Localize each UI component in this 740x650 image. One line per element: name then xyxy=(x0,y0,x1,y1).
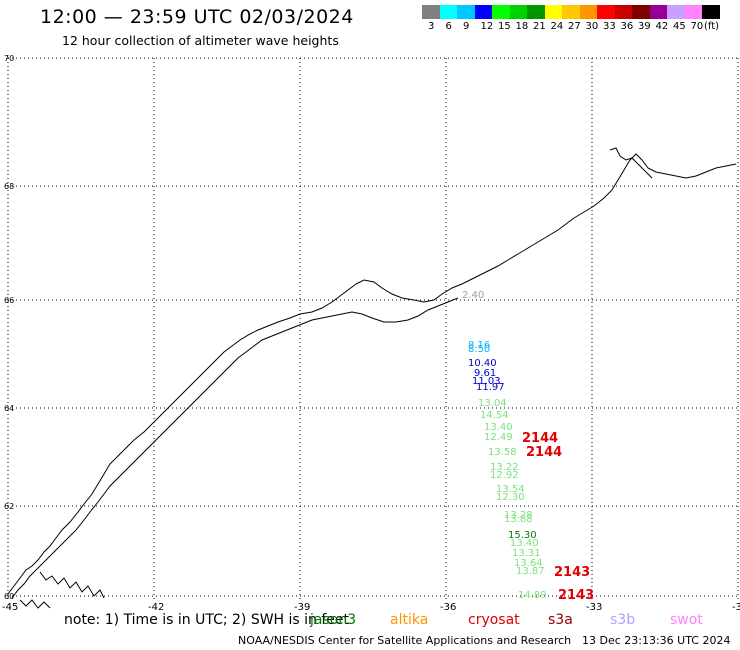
pass-time-label: 2144 xyxy=(526,445,562,460)
latitude-label: 62 xyxy=(4,502,14,511)
wave-height-label: 14.89 xyxy=(518,590,547,601)
axis-labels: 70 68 66 64 62 60-45 -42 -39 -36 -33 -30 xyxy=(2,54,740,613)
wave-height-label: 13.22 xyxy=(490,462,519,473)
scale-swatch xyxy=(474,5,492,19)
wave-height-label: 2.40 xyxy=(462,290,484,301)
satellite-legend-jason3: jason3 xyxy=(310,612,357,628)
wave-height-label: 12.92 xyxy=(490,470,519,481)
wave-height-label: 12.30 xyxy=(496,492,525,503)
satellite-legend-s3a: s3a xyxy=(548,612,573,628)
color-scale-labels: 3 6 9 12 15 18 21 24 27 30 33 36 39 42 45 70 (ft) xyxy=(422,21,740,35)
scale-label: 9 xyxy=(463,21,470,32)
scale-swatch xyxy=(544,5,562,19)
wave-height-label: 12.49 xyxy=(484,432,513,443)
longitude-label: -45 xyxy=(2,602,18,613)
wave-height-label: 13.88 xyxy=(504,514,533,525)
scale-swatch xyxy=(632,5,650,19)
wave-height-label: 13.87 xyxy=(516,566,545,577)
longitude-label: -39 xyxy=(294,602,310,613)
wave-height-label: 8.50 xyxy=(468,344,490,355)
footer-note: note: 1) Time is in UTC; 2) SWH is in fe… xyxy=(64,612,350,628)
wave-height-label: 13.04 xyxy=(478,398,507,409)
longitude-label: -33 xyxy=(586,602,602,613)
scale-label: 30 xyxy=(585,21,599,32)
scale-label: 36 xyxy=(620,21,634,32)
scale-swatch xyxy=(649,5,667,19)
latitude-label: 68 xyxy=(4,182,14,191)
longitude-label: -30 xyxy=(732,602,740,613)
scale-swatch xyxy=(597,5,615,19)
scale-label: 21 xyxy=(533,21,546,32)
latitude-label: 70 xyxy=(4,54,14,63)
greenland-coastline xyxy=(7,147,737,609)
scale-label: 70 xyxy=(690,21,704,32)
scale-swatch xyxy=(439,5,457,19)
scale-swatch xyxy=(579,5,597,19)
wave-height-label: 14.54 xyxy=(480,410,509,421)
scale-label: 3 xyxy=(428,21,435,32)
scale-swatch xyxy=(614,5,632,19)
longitude-label: -42 xyxy=(148,602,164,613)
wave-height-label: 13.31 xyxy=(512,548,541,559)
longitude-label: -36 xyxy=(440,602,456,613)
wave-height-label: 13.40 xyxy=(510,538,539,549)
wave-height-label: 9.61 xyxy=(474,368,496,379)
pass-time-label: 2143 xyxy=(558,588,594,603)
satellite-legend-altika: altika xyxy=(390,612,429,628)
graticule xyxy=(7,57,739,600)
scale-swatch xyxy=(702,5,720,19)
scale-label: 18 xyxy=(515,21,529,32)
latitude-label: 60 xyxy=(4,592,14,601)
scale-label: 27 xyxy=(568,21,581,32)
scale-label: 15 xyxy=(498,21,511,32)
page-title: 12:00 — 23:59 UTC 02/03/2024 xyxy=(40,6,354,28)
scale-swatch xyxy=(422,5,440,19)
scale-swatch xyxy=(684,5,702,19)
pass-time-label: 2143 xyxy=(554,565,590,580)
satellite-legend-cryosat: cryosat xyxy=(468,612,520,628)
scale-swatch xyxy=(667,5,685,19)
wave-height-label: 11.97 xyxy=(476,382,505,393)
scale-label: 12 xyxy=(480,21,494,32)
color-scale xyxy=(422,5,720,19)
wave-height-label: 13.58 xyxy=(488,447,517,458)
wave-height-label: 10.40 xyxy=(468,358,497,369)
wave-height-label: 13.40 xyxy=(484,422,513,433)
generated-timestamp: 13 Dec 23:13:36 UTC 2024 xyxy=(582,634,731,647)
scale-label: 6 xyxy=(445,21,452,32)
latitude-label: 64 xyxy=(4,404,14,413)
scale-label: 42 xyxy=(655,21,669,32)
scale-swatch xyxy=(527,5,545,19)
scale-swatch xyxy=(509,5,527,19)
satellite-legend-s3b: s3b xyxy=(610,612,636,628)
wave-height-label: 15.30 xyxy=(508,530,537,541)
scale-label: 24 xyxy=(550,21,564,32)
scale-swatch xyxy=(492,5,510,19)
wave-height-label: 13.54 xyxy=(496,484,525,495)
pass-time-label: 2144 xyxy=(522,431,558,446)
wave-height-label: 13.28 xyxy=(504,510,533,521)
scale-swatch xyxy=(457,5,475,19)
credit-line: NOAA/NESDIS Center for Satellite Applica… xyxy=(238,634,572,647)
scale-label: 45 xyxy=(673,21,686,32)
latitude-label: 66 xyxy=(4,296,14,305)
wave-height-label: 8.16 xyxy=(468,340,490,351)
page-subtitle: 12 hour collection of altimeter wave hei… xyxy=(62,33,339,48)
satellite-legend-swot: swot xyxy=(670,612,703,628)
wave-height-label: 13.64 xyxy=(514,558,543,569)
scale-label: 39 xyxy=(638,21,651,32)
scale-label: (ft) xyxy=(704,21,720,32)
wave-height-label: 11.03 xyxy=(472,376,501,387)
scale-swatch xyxy=(562,5,580,19)
scale-label: 33 xyxy=(603,21,616,32)
